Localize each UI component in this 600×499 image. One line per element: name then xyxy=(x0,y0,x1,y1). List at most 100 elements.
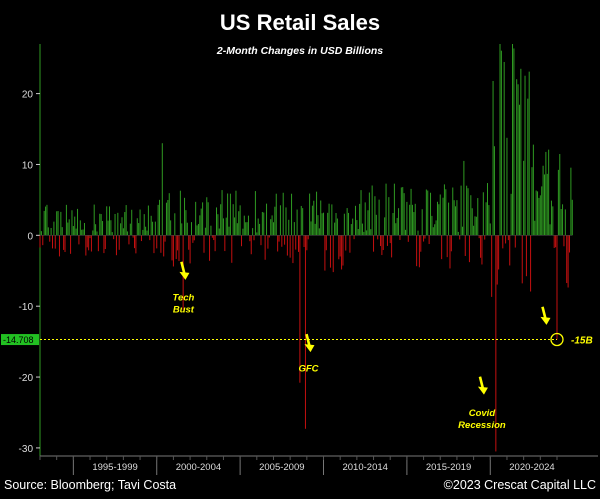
bar xyxy=(431,215,433,236)
bar xyxy=(152,221,154,236)
bar xyxy=(210,225,212,236)
bar xyxy=(443,184,445,236)
bar xyxy=(520,68,522,236)
bar xyxy=(190,222,192,236)
bar xyxy=(309,193,311,236)
bar xyxy=(495,235,497,452)
bar xyxy=(110,220,112,236)
bar xyxy=(480,235,482,258)
bar xyxy=(140,235,142,242)
bar xyxy=(264,235,266,260)
bar xyxy=(517,84,519,236)
bar xyxy=(350,224,352,236)
bar xyxy=(564,209,566,236)
last-value-tag xyxy=(1,334,39,346)
bar xyxy=(196,225,198,236)
bar xyxy=(556,235,558,340)
bar xyxy=(185,210,187,236)
bar xyxy=(127,231,129,236)
bar xyxy=(157,204,159,236)
bar xyxy=(482,192,484,236)
bar xyxy=(277,235,279,252)
bar xyxy=(260,235,262,246)
bar xyxy=(92,230,94,236)
bar xyxy=(46,204,48,236)
bar xyxy=(306,235,308,251)
bar xyxy=(314,223,316,236)
bar xyxy=(410,188,412,236)
bar xyxy=(293,222,295,236)
bar xyxy=(363,231,365,236)
bar xyxy=(250,235,252,255)
bar xyxy=(261,211,263,236)
bar xyxy=(268,235,270,238)
bar xyxy=(432,227,434,236)
bar xyxy=(285,207,287,236)
bar xyxy=(47,227,49,236)
annotation-arrow-shaft xyxy=(305,333,311,347)
bar xyxy=(367,210,369,236)
bar xyxy=(221,190,223,236)
bar xyxy=(125,205,127,236)
bar xyxy=(398,208,400,236)
bar xyxy=(384,217,386,236)
bar xyxy=(424,235,426,239)
bar xyxy=(393,183,395,236)
bar xyxy=(379,235,381,247)
bar xyxy=(317,215,319,236)
bar xyxy=(448,202,450,236)
bar xyxy=(538,197,540,236)
bar xyxy=(156,235,158,249)
bar xyxy=(115,235,117,256)
bar xyxy=(186,222,188,236)
bar xyxy=(234,217,236,236)
latest-arrow-shaft xyxy=(541,306,547,320)
bar xyxy=(478,235,480,239)
bar xyxy=(563,235,565,247)
bar xyxy=(304,235,306,429)
bar xyxy=(149,235,151,241)
bar xyxy=(99,213,101,236)
bar xyxy=(49,235,51,242)
bar xyxy=(460,185,462,236)
bar xyxy=(439,194,441,236)
bar xyxy=(321,213,323,236)
bar xyxy=(43,210,45,236)
bar xyxy=(461,226,463,236)
bar xyxy=(257,218,259,236)
annotation-arrow-head xyxy=(477,386,488,395)
bar xyxy=(357,229,359,236)
bar xyxy=(400,187,402,236)
bar xyxy=(292,235,294,264)
bar xyxy=(378,199,380,236)
annotation-arrow-shaft xyxy=(478,376,485,389)
bar xyxy=(310,221,312,236)
footer-source: Source: Bloomberg; Tavi Costa xyxy=(4,478,176,492)
bar xyxy=(464,235,466,256)
bar xyxy=(113,235,115,240)
bar xyxy=(177,235,179,251)
y-tick-label: 10 xyxy=(22,160,34,171)
bar xyxy=(295,235,297,250)
bar xyxy=(253,235,255,241)
bar xyxy=(466,185,468,236)
bar xyxy=(74,216,76,236)
bar xyxy=(274,206,276,236)
bar xyxy=(160,235,162,253)
bar xyxy=(509,235,511,266)
bar xyxy=(327,212,329,236)
bar xyxy=(242,228,244,236)
bar xyxy=(303,235,305,248)
bar xyxy=(368,192,370,236)
bar xyxy=(199,215,201,236)
bar xyxy=(189,235,191,264)
bar xyxy=(360,190,362,236)
bar xyxy=(241,235,243,247)
bar xyxy=(168,193,170,236)
bar xyxy=(343,213,345,236)
annotation-arrow-shaft xyxy=(180,261,186,275)
bar xyxy=(323,212,325,236)
bar xyxy=(107,220,109,236)
bar xyxy=(423,235,425,242)
